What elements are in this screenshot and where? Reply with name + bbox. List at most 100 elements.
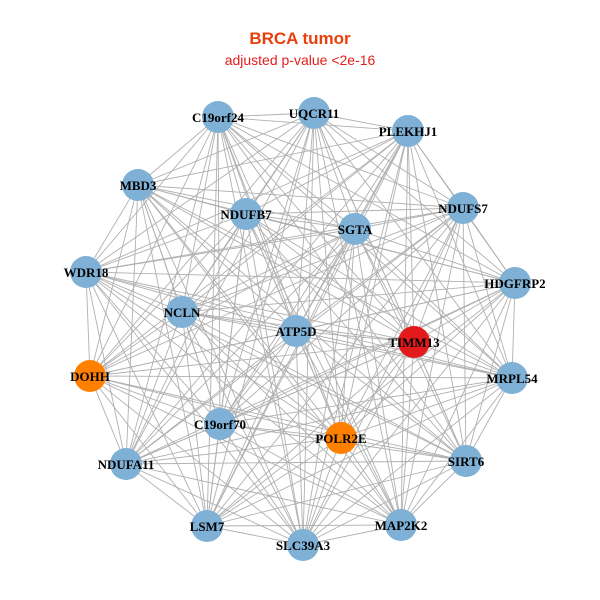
node-circle bbox=[191, 510, 223, 542]
network-edge bbox=[302, 437, 342, 546]
network-edge bbox=[85, 213, 247, 273]
node-circle bbox=[339, 213, 371, 245]
network-node: POLR2E bbox=[315, 422, 367, 454]
network-edge bbox=[340, 377, 513, 439]
network-edge bbox=[125, 460, 467, 465]
node-label: ATP5D bbox=[276, 324, 317, 339]
network-edge bbox=[137, 184, 415, 343]
network-edge bbox=[340, 130, 409, 439]
network-edge bbox=[245, 213, 402, 526]
network-edge bbox=[89, 375, 342, 439]
network-edge bbox=[413, 341, 467, 462]
network-edge bbox=[313, 112, 402, 526]
node-circle bbox=[122, 169, 154, 201]
network-edge bbox=[462, 207, 467, 462]
node-label: C19orf24 bbox=[192, 110, 244, 125]
network-edge bbox=[219, 282, 516, 425]
node-circle bbox=[496, 362, 528, 394]
network-edge bbox=[354, 228, 415, 343]
network-edge bbox=[245, 213, 467, 462]
network-edge bbox=[125, 282, 516, 465]
network-edge bbox=[125, 311, 183, 465]
node-label: DOHH bbox=[70, 369, 110, 384]
node-circle bbox=[204, 408, 236, 440]
network-node: MAP2K2 bbox=[375, 509, 428, 541]
network-edge bbox=[354, 228, 513, 379]
node-label: C19orf70 bbox=[194, 417, 246, 432]
network-node: SLC39A3 bbox=[276, 529, 331, 561]
network-edge bbox=[181, 116, 219, 313]
network-node: TIMM13 bbox=[388, 326, 440, 358]
node-label: LSM7 bbox=[190, 519, 225, 534]
network-edge bbox=[89, 207, 464, 377]
network-edge bbox=[89, 375, 513, 379]
network-edge bbox=[137, 184, 208, 527]
network-edge bbox=[89, 341, 415, 377]
network-edge bbox=[89, 375, 221, 425]
network-edge bbox=[85, 271, 402, 526]
network-edge bbox=[85, 271, 304, 546]
network-edge bbox=[89, 375, 208, 527]
node-label: PLEKHJ1 bbox=[379, 124, 438, 139]
network-edge bbox=[302, 207, 464, 546]
network-edge bbox=[137, 184, 464, 209]
network-edge bbox=[206, 282, 516, 527]
node-label: NDUFA11 bbox=[98, 457, 155, 472]
node-label: NDUFB7 bbox=[220, 207, 272, 222]
network-edge bbox=[340, 207, 464, 439]
network-edge bbox=[125, 112, 315, 465]
node-label: NDUFS7 bbox=[438, 201, 488, 216]
network-edge bbox=[217, 116, 516, 284]
network-edge bbox=[206, 524, 402, 527]
network-edge bbox=[407, 130, 467, 462]
network-edge bbox=[245, 213, 356, 230]
node-circle bbox=[230, 198, 262, 230]
network-edge bbox=[245, 213, 513, 379]
network-edge bbox=[89, 130, 409, 377]
network-node: SGTA bbox=[338, 213, 373, 245]
network-edge bbox=[181, 311, 342, 439]
network-edge bbox=[89, 184, 139, 377]
network-edge bbox=[89, 375, 402, 526]
network-edge bbox=[407, 130, 415, 343]
network-edge bbox=[137, 116, 219, 186]
network-edge bbox=[295, 207, 464, 332]
network-edge bbox=[313, 112, 356, 230]
network-edge bbox=[313, 112, 516, 284]
network-edge bbox=[137, 184, 304, 546]
network-edge bbox=[125, 423, 221, 465]
network-edge bbox=[85, 271, 91, 377]
node-label: MAP2K2 bbox=[375, 518, 428, 533]
node-circle bbox=[110, 448, 142, 480]
network-edge bbox=[85, 271, 516, 284]
node-label: WDR18 bbox=[64, 265, 109, 280]
network-edge bbox=[125, 437, 342, 465]
network-edge bbox=[206, 460, 467, 527]
network-edge bbox=[465, 282, 516, 462]
network-edge bbox=[413, 207, 464, 343]
network-edge bbox=[219, 423, 402, 526]
network-edge bbox=[181, 282, 516, 313]
network-edge bbox=[85, 271, 467, 462]
network-edge bbox=[295, 228, 356, 332]
network-edge bbox=[206, 341, 415, 527]
network-node: PLEKHJ1 bbox=[379, 115, 438, 147]
node-circle bbox=[202, 101, 234, 133]
network-edge bbox=[219, 377, 513, 425]
network-edge bbox=[400, 207, 464, 526]
network-edge bbox=[400, 341, 415, 526]
network-node: WDR18 bbox=[64, 256, 109, 288]
network-edge bbox=[217, 116, 464, 209]
network-node: HDGFRP2 bbox=[484, 267, 546, 299]
network-edge bbox=[206, 112, 315, 527]
network-node: NDUFB7 bbox=[220, 198, 272, 230]
network-edge bbox=[219, 423, 342, 439]
network-node: NDUFS7 bbox=[438, 192, 488, 224]
node-label: UQCR11 bbox=[289, 106, 340, 121]
figure-subtitle: adjusted p-value <2e-16 bbox=[224, 52, 376, 68]
network-edge bbox=[125, 228, 356, 465]
network-edge bbox=[340, 437, 402, 526]
network-edge bbox=[400, 130, 409, 526]
